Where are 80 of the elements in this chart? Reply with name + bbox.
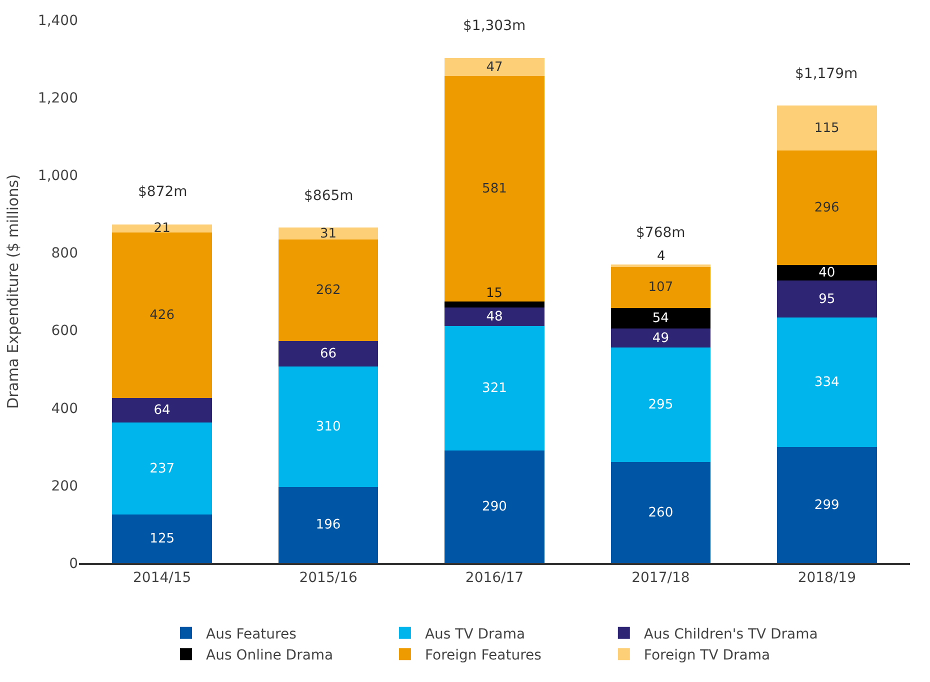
- bar: [444, 302, 544, 308]
- bar: [610, 348, 711, 462]
- bar: [112, 224, 212, 233]
- y-axis-title: Drama Expenditure ($ millions): [4, 174, 22, 409]
- bar: [278, 486, 378, 563]
- y-tick-label: 400: [51, 400, 78, 417]
- bar: [777, 106, 877, 150]
- x-tick-label: 2015/16: [299, 570, 358, 586]
- bar: [444, 450, 544, 563]
- bar: [777, 317, 877, 448]
- bar: [444, 307, 544, 326]
- bar: [777, 280, 877, 318]
- total-label: $865m: [304, 188, 354, 204]
- data-label: 290: [482, 499, 507, 514]
- bar: [610, 462, 711, 563]
- bar: [610, 328, 711, 348]
- x-tick-label: 2016/17: [465, 570, 524, 586]
- data-label: 581: [482, 182, 507, 197]
- x-tick-label: 2018/19: [798, 570, 856, 586]
- y-tick-label: 1,200: [38, 90, 78, 106]
- total-label: $872m: [138, 184, 188, 200]
- data-label: 15: [486, 286, 503, 301]
- bar: [777, 265, 877, 281]
- data-label: 295: [648, 398, 674, 413]
- bar: [112, 398, 212, 423]
- data-label: 260: [648, 505, 674, 520]
- legend-label: Aus Features: [206, 626, 296, 642]
- y-tick-label: 600: [51, 323, 78, 340]
- total-label: $768m: [636, 225, 686, 241]
- data-label: 21: [154, 221, 170, 236]
- bar: [777, 150, 877, 266]
- bar: [444, 326, 544, 451]
- legend-label: Aus TV Drama: [424, 626, 526, 642]
- bar: [610, 266, 711, 308]
- data-label: 299: [814, 498, 840, 513]
- bar: [278, 341, 378, 367]
- x-tick-label: 2014/15: [133, 570, 192, 586]
- data-label: 64: [154, 402, 170, 418]
- y-tick-label: 1,400: [38, 12, 78, 29]
- legend-label: Foreign Features: [424, 648, 542, 664]
- data-label: 196: [316, 518, 341, 533]
- total-label: $1,303m: [463, 18, 526, 34]
- data-label: 47: [486, 60, 503, 75]
- data-label: 31: [320, 226, 337, 242]
- bar: [444, 58, 544, 76]
- bar: [278, 228, 378, 240]
- y-tick-label: 200: [51, 478, 78, 494]
- legend-label: Foreign TV Drama: [644, 648, 770, 664]
- bar: [112, 514, 212, 563]
- data-label: 237: [150, 461, 175, 476]
- data-label: 296: [814, 200, 840, 216]
- x-tick-label: 2017/18: [632, 570, 690, 586]
- legend-label: Aus Online Drama: [206, 648, 334, 664]
- bar: [777, 447, 877, 563]
- bar: [610, 308, 711, 329]
- y-tick-label: 0: [69, 556, 78, 572]
- total-label: $1,179m: [795, 66, 858, 82]
- data-label: 334: [814, 374, 840, 390]
- data-label: 49: [652, 330, 670, 346]
- data-label: 321: [482, 381, 507, 396]
- data-label: 125: [150, 531, 175, 546]
- data-label: 66: [320, 346, 337, 362]
- data-label: 426: [150, 308, 175, 323]
- data-label: 48: [486, 309, 503, 324]
- data-label: 107: [648, 280, 674, 295]
- bar: [112, 232, 212, 398]
- bar: [278, 366, 378, 487]
- y-tick-label: 1,000: [38, 168, 78, 184]
- data-label: 310: [316, 420, 341, 435]
- bar: [278, 240, 378, 342]
- legend-label: Aus Children's TV Drama: [644, 626, 818, 642]
- y-tick-label: 800: [51, 246, 78, 262]
- data-label: 4: [657, 249, 666, 264]
- data-label: 40: [818, 266, 836, 281]
- data-label: 115: [814, 120, 840, 136]
- bar: [112, 422, 212, 515]
- data-label: 54: [652, 310, 669, 326]
- data-label: 262: [316, 283, 341, 298]
- bar: [444, 76, 544, 302]
- data-label: 95: [818, 292, 836, 307]
